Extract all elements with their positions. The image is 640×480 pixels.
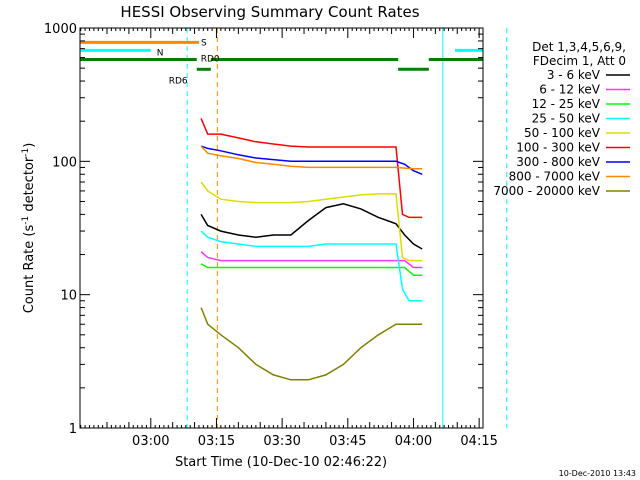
series-line-5 <box>200 181 423 262</box>
status-label-rd0: RD0 <box>201 55 220 65</box>
legend-header-line-2: FDecim 1, Att 0 <box>533 54 626 68</box>
y-axis-label-end: ) <box>22 143 37 148</box>
y-tick-label-1: 1 <box>69 422 77 437</box>
y-axis-label-sup2: -1 <box>21 148 31 157</box>
series-line-1 <box>200 203 423 250</box>
legend-label-7: 300 - 800 keV <box>516 155 600 169</box>
legend-label-8: 800 - 7000 keV <box>509 170 601 184</box>
y-axis-label: Count Rate (s-1 detector-1) <box>21 143 37 314</box>
series-line-4 <box>200 230 423 302</box>
legend: Det 1,3,4,5,6,9, FDecim 1, Att 0 3 - 6 k… <box>493 40 630 198</box>
legend-label-6: 100 - 300 keV <box>516 141 600 155</box>
status-label-rd6: RD6 <box>169 76 188 86</box>
status-label-n: N <box>157 48 164 58</box>
y-axis-ticks: 1 10 100 1000 <box>44 22 483 437</box>
x-tick-label-2: 03:15 <box>198 434 235 449</box>
series-line-7 <box>200 145 423 175</box>
series-line-8 <box>200 145 423 170</box>
y-tick-label-3: 100 <box>52 155 77 170</box>
legend-label-4: 25 - 50 keV <box>532 112 601 126</box>
y-axis-label-sup1: -1 <box>21 216 31 225</box>
y-tick-label-4: 1000 <box>44 22 77 37</box>
x-tick-label-6: 04:15 <box>460 434 497 449</box>
status-label-s: S <box>201 38 207 48</box>
legend-header-line-1: Det 1,3,4,5,6,9, <box>532 40 626 54</box>
legend-label-3: 12 - 25 keV <box>532 97 601 111</box>
series-line-6 <box>200 118 423 219</box>
series-line-2 <box>200 251 423 269</box>
legend-label-9: 7000 - 20000 keV <box>493 184 600 198</box>
y-axis-label-main: Count Rate (s <box>22 225 37 314</box>
x-tick-label-1: 03:00 <box>132 434 169 449</box>
x-tick-label-4: 03:45 <box>329 434 366 449</box>
x-tick-label-5: 04:00 <box>395 434 432 449</box>
legend-label-2: 6 - 12 keV <box>539 83 601 97</box>
footer-timestamp: 10-Dec-2010 13:43 <box>559 469 636 478</box>
series-line-3 <box>200 263 423 276</box>
chart-title: HESSI Observing Summary Count Rates <box>120 3 419 21</box>
x-axis-ticks: 03:00 03:15 03:30 03:45 04:00 04:15 <box>80 28 498 449</box>
legend-label-1: 3 - 6 keV <box>547 68 601 82</box>
y-tick-label-2: 10 <box>60 289 77 304</box>
plot-frame <box>79 27 484 429</box>
y-axis-label-mid: detector <box>22 156 37 216</box>
x-tick-label-3: 03:30 <box>263 434 300 449</box>
plot-content: S N RD0 RD6 <box>80 28 508 428</box>
x-axis-label: Start Time (10-Dec-10 02:46:22) <box>175 455 387 470</box>
series-line-9 <box>200 307 423 381</box>
legend-label-5: 50 - 100 keV <box>524 126 601 140</box>
